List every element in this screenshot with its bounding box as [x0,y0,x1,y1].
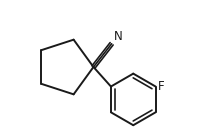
Text: N: N [113,30,122,43]
Text: F: F [158,80,164,93]
